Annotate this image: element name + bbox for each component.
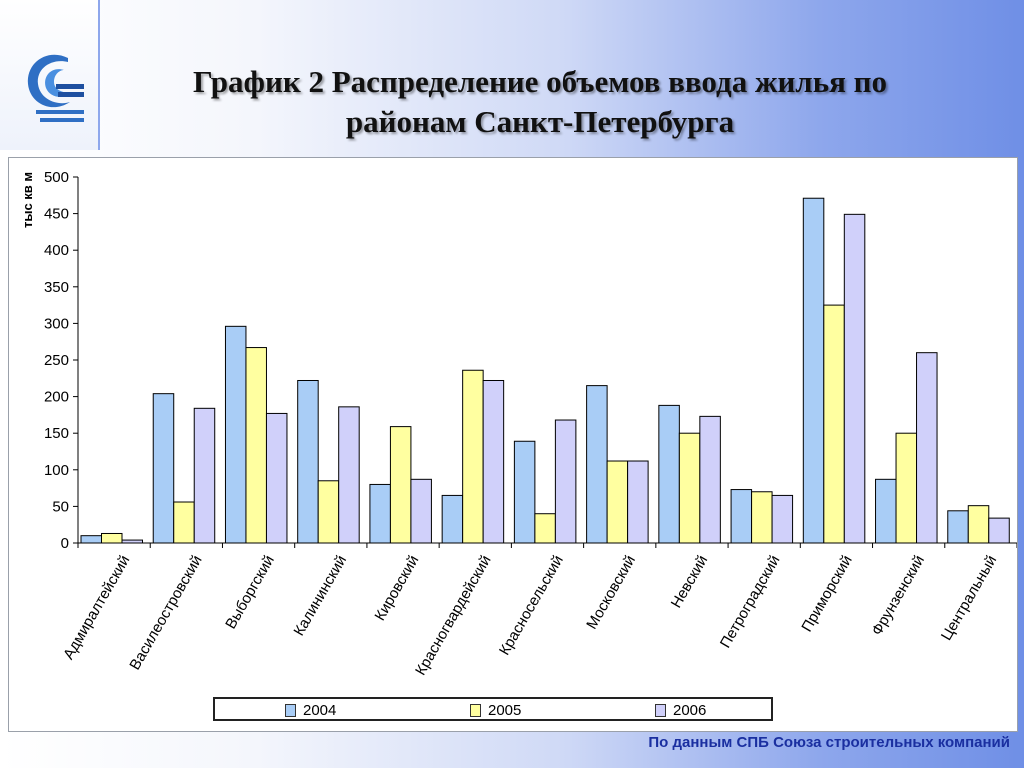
x-tick-label: Приморский — [798, 553, 855, 635]
legend-swatch-2006 — [655, 704, 666, 717]
bar-2006-11 — [916, 352, 938, 544]
y-tick-label: 50 — [52, 498, 69, 515]
y-tick-label: 300 — [44, 315, 69, 332]
bar-2006-0 — [121, 539, 143, 544]
bar-2005-5 — [462, 369, 484, 544]
bar-2006-2 — [265, 412, 288, 544]
x-tick-label: Московский — [583, 553, 639, 633]
y-tick-label: 100 — [44, 462, 69, 479]
bar-2005-6 — [534, 513, 556, 544]
x-tick-label: Центральный — [938, 553, 1000, 644]
bar-2004-5 — [441, 494, 464, 544]
company-logo-icon — [27, 54, 84, 122]
y-tick-label: 350 — [44, 279, 69, 296]
y-tick-label: 200 — [44, 389, 69, 406]
bar-2004-3 — [297, 379, 319, 544]
x-tick-label: Выборгский — [222, 553, 278, 633]
bar-2004-8 — [658, 404, 680, 544]
bar-chart: 0 50 100 150 200 250 300 350 400 450 500 тыс кв м Ад… — [20, 169, 1018, 679]
y-tick-label: 150 — [44, 425, 69, 442]
source-note: По данным СПБ Союза строительных компани… — [648, 734, 1010, 751]
bar-2004-10 — [802, 197, 825, 544]
bar-2005-10 — [823, 304, 845, 544]
bar-2006-7 — [627, 460, 649, 544]
y-tick-label: 500 — [44, 169, 69, 186]
legend-label-2004: 2004 — [303, 702, 337, 719]
chart-area: 0 50 100 150 200 250 300 350 400 450 500 тыс кв м Ад… — [8, 157, 1018, 732]
bar-2004-9 — [730, 489, 753, 544]
bar-2005-12 — [967, 505, 990, 544]
bar-2006-12 — [988, 517, 1010, 544]
bar-2004-4 — [369, 483, 391, 544]
bar-2006-9 — [771, 494, 794, 544]
bar-2006-5 — [482, 379, 505, 544]
bar-2006-8 — [699, 415, 721, 544]
x-tick-label: Красносельский — [496, 553, 567, 659]
bar-2004-0 — [80, 535, 102, 544]
bar-2005-3 — [317, 480, 340, 544]
bar-2005-4 — [389, 426, 412, 544]
x-tick-label: Василеостровский — [126, 553, 205, 674]
bar-2005-0 — [101, 532, 123, 544]
bar-2005-2 — [245, 347, 267, 544]
bar-2006-4 — [410, 478, 432, 544]
bar-2005-8 — [678, 432, 701, 544]
y-axis-label: тыс кв м — [20, 172, 35, 228]
bar-2005-9 — [751, 491, 773, 544]
legend-label-2006: 2006 — [673, 702, 707, 719]
page-title: График 2 Распределение объемов ввода жил… — [193, 64, 887, 139]
y-tick-label: 450 — [44, 206, 69, 223]
bar-2004-6 — [513, 440, 536, 544]
x-tick-label: Невский — [668, 553, 712, 612]
logo-strip — [0, 0, 100, 150]
bar-2004-11 — [875, 478, 897, 544]
y-tick-label: 0 — [61, 535, 69, 552]
bar-2005-7 — [606, 460, 629, 544]
bar-2006-1 — [193, 407, 216, 544]
bar-2004-1 — [152, 393, 175, 544]
bar-2004-12 — [947, 510, 969, 544]
bar-2006-3 — [338, 406, 360, 544]
bar-2004-7 — [586, 385, 608, 544]
legend-swatch-2004 — [285, 704, 296, 717]
y-tick-label: 400 — [44, 242, 69, 259]
legend-label-2005: 2005 — [488, 702, 522, 719]
x-tick-label: Красногвардейский — [412, 553, 494, 679]
bar-2006-10 — [843, 213, 866, 544]
legend-swatch-2005 — [470, 704, 481, 717]
bar-2005-11 — [895, 432, 918, 544]
x-tick-label: Калининский — [290, 553, 350, 639]
y-tick-label: 250 — [44, 352, 69, 369]
chart-legend: 2004 2005 2006 — [213, 697, 773, 721]
x-tick-label: Кировский — [371, 553, 422, 624]
bar-2005-1 — [173, 501, 195, 544]
x-tick-label: Адмиралтейский — [60, 553, 133, 663]
x-tick-label: Фрунзенский — [869, 553, 928, 639]
bar-2004-2 — [224, 325, 247, 544]
x-tick-label: Петроградский — [717, 553, 784, 651]
bar-2006-6 — [554, 419, 577, 544]
